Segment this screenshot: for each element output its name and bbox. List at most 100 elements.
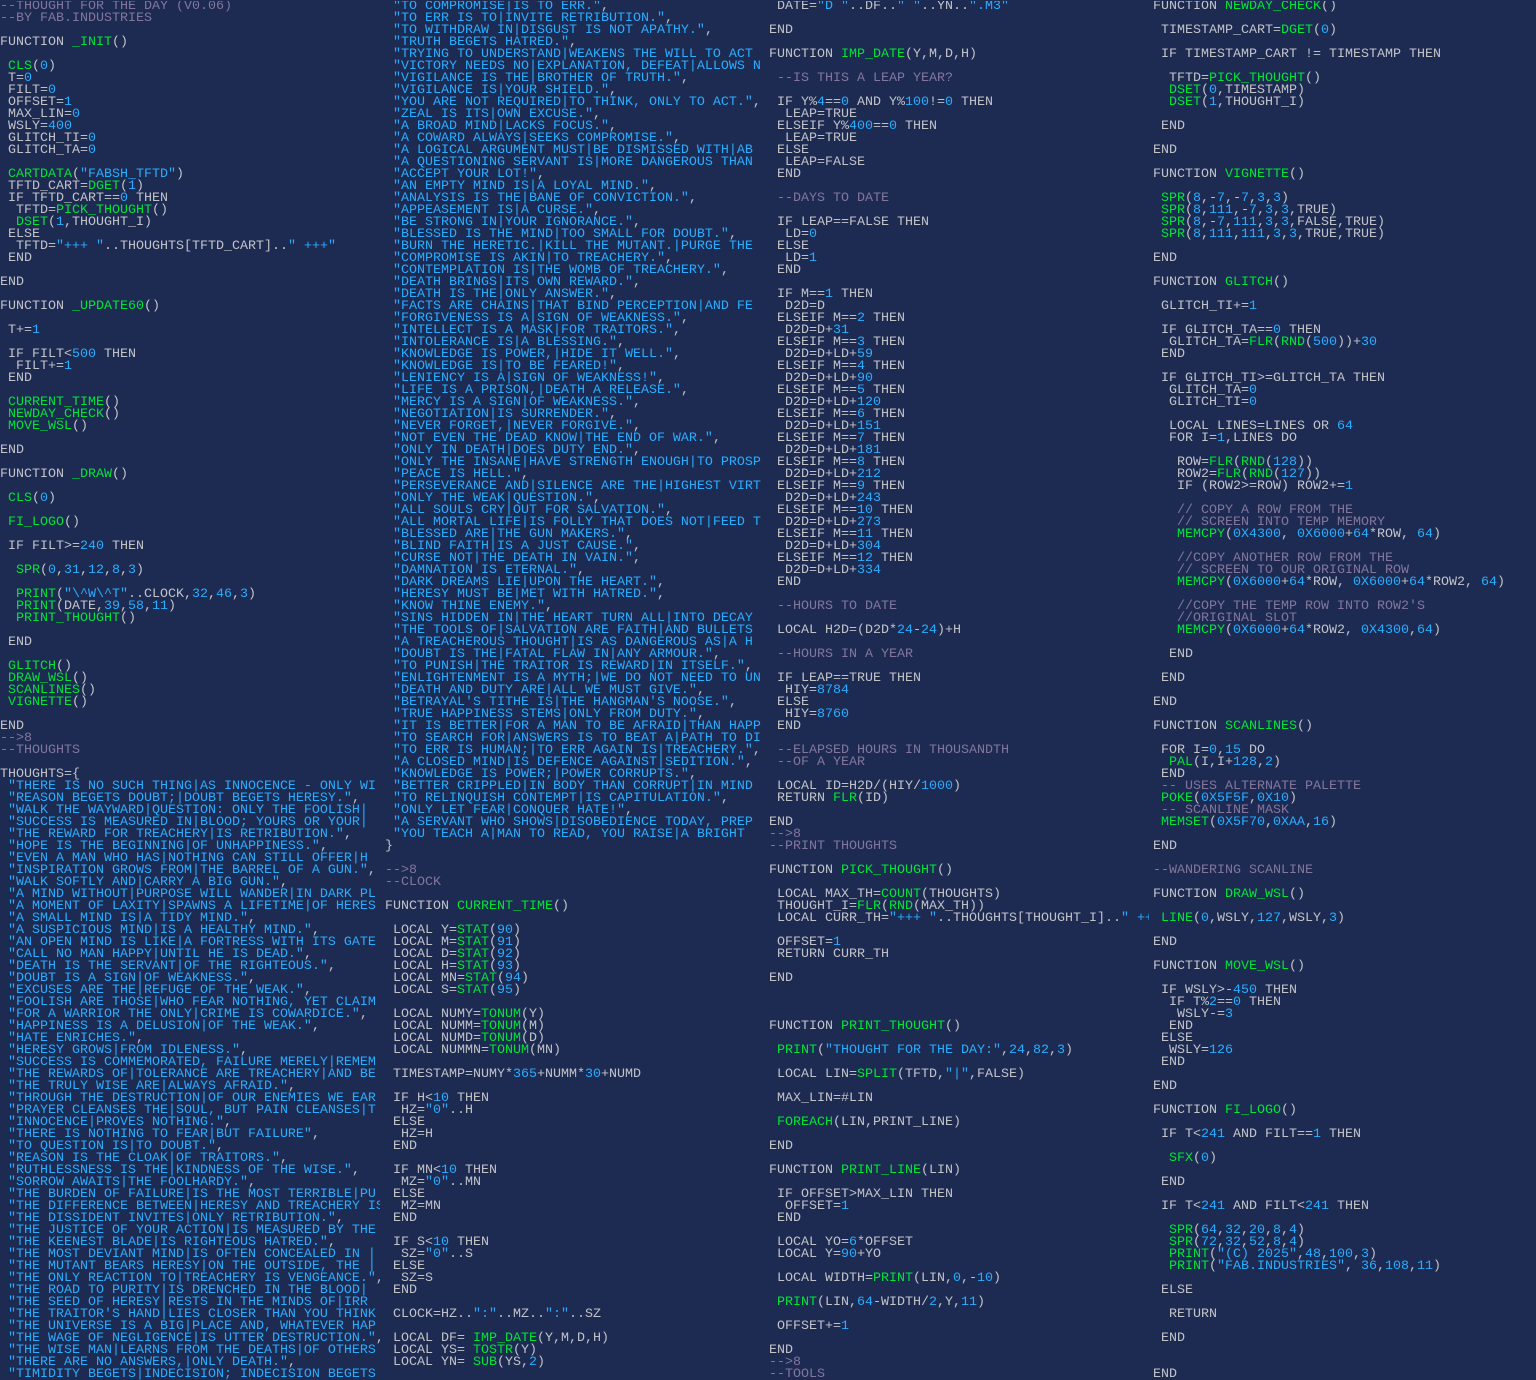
code-block: END (1153, 648, 1533, 661)
code-token: THOUGHTS (929, 887, 993, 902)
code-token: , (632, 443, 641, 458)
code-token (769, 1, 777, 14)
code-token: Y (825, 1247, 833, 1262)
code-token: "TO ERR IS TO|INVITE RETRIBUTION." (393, 11, 665, 26)
code-token: ) (537, 1355, 545, 1370)
code-line: ELSE (385, 1188, 765, 1201)
code-token: 0 (1320, 23, 1329, 38)
code-token: CURRENT_TIME (457, 899, 553, 914)
code-line: "TRYING TO UNDERSTAND|WEAKENS THE WILL T… (385, 48, 765, 61)
code-token: STAT (457, 947, 489, 962)
code-token: "BURN THE HERETIC.|KILL THE MUTANT.|PURG… (393, 239, 753, 254)
code-token: M (833, 479, 841, 494)
code-token: D2D (785, 515, 809, 530)
code-token: _INIT (72, 35, 112, 50)
code-line: ELSEIF M==10 THEN (769, 504, 1149, 517)
code-token: STAT (457, 923, 489, 938)
code-token: D2D (785, 299, 809, 314)
code-token: "ENLIGHTENMENT IS A MYTH;|WE DO NOT NEED… (393, 671, 761, 686)
code-token: D2D (785, 467, 809, 482)
code-line: LOCAL NUMY=TONUM(Y) (385, 1007, 765, 1022)
code-token: + (825, 563, 833, 578)
code-token: LOCAL (777, 623, 817, 638)
code-line: PRINT_THOUGHT() (0, 612, 380, 625)
code-token: "CURSE NOT|THE DEATH IN VAIN." (393, 551, 633, 566)
code-token: ) (1337, 911, 1345, 926)
code-token: ( (489, 947, 497, 962)
code-token: = (449, 983, 457, 998)
code-line: MZ=MN (385, 1200, 765, 1213)
code-token: "HOPE IS THE BEGINNING|OF UNHAPPINESS." (8, 839, 320, 854)
code-token: ( (1193, 755, 1201, 770)
code-token: + (1225, 755, 1233, 770)
code-token: 0X10 (1257, 791, 1289, 806)
code-line: LOCAL YN= SUB(YS,2) (385, 1355, 765, 1370)
code-token: 2 (1209, 995, 1217, 1010)
code-token: != (929, 95, 945, 110)
code-token (449, 899, 457, 914)
code-token: 9 (857, 479, 865, 494)
code-token: 3 (1281, 215, 1289, 230)
code-line: "THE UNIVERSE IS A BIG|PLACE AND, WHATEV… (0, 1320, 380, 1333)
code-token: ( (1185, 191, 1193, 206)
code-line: --BY FAB.INDUSTRIES (0, 11, 152, 26)
code-token: END (393, 1283, 417, 1298)
code-token: , (1249, 191, 1257, 206)
code-token: () (112, 35, 128, 50)
code-token: 111 (1241, 227, 1265, 242)
code-token: MAX_TH (825, 887, 873, 902)
code-token: THEN (112, 539, 144, 554)
code-line: "DAMNATION IS ETERNAL.", (385, 564, 765, 577)
code-token: TONUM (481, 1007, 521, 1022)
code-token: = (449, 935, 457, 950)
code-token: ))+ (1336, 335, 1361, 350)
code-token: ) (1297, 1223, 1305, 1238)
code-token: WSLY (8, 119, 40, 134)
code-line: MAX_LIN=#LIN (769, 1092, 1149, 1105)
code-token: 0 (953, 1271, 961, 1286)
code-line: FILT+=1 (0, 360, 380, 373)
code-token: () (151, 203, 168, 218)
code-token: , (1249, 791, 1257, 806)
code-token: ( (1233, 455, 1241, 470)
code-token: END (769, 1343, 793, 1358)
code-token: IF (1177, 479, 1193, 494)
code-token: THEN (873, 311, 905, 326)
code-token: , (311, 1127, 320, 1142)
code-token: "THERE ARE NO ANSWERS,|ONLY DEATH." (8, 1355, 288, 1370)
code-token: SPR (16, 563, 40, 578)
code-token: "ONLY THE INSANE|HAVE STRENGTH ENOUGH|TO… (393, 455, 761, 470)
code-line: END (0, 276, 380, 289)
code-token: /( (873, 779, 889, 794)
code-line: "TRUE HAPPINESS STEMS|ONLY FROM DUTY.", (385, 708, 765, 721)
code-line: ELSEIF M==12 THEN (769, 552, 1149, 565)
code-token: , (1408, 1259, 1417, 1274)
code-token: ( (1185, 215, 1193, 230)
code-line: VIGNETTE() (0, 696, 380, 709)
code-token: OFFSET (777, 935, 825, 950)
code-token: ( (905, 47, 913, 62)
code-token: ( (56, 587, 64, 602)
code-token: = (809, 443, 817, 458)
code-token: ( (497, 971, 505, 986)
code-token: 0X4300 (1233, 527, 1281, 542)
code-token: "DEATH BRINGS|ITS OWN REWARD." (393, 275, 633, 290)
code-token: ) (1432, 1259, 1441, 1274)
code-token: == (809, 287, 825, 302)
code-block: CURRENT_TIME() NEWDAY_CHECK() MOVE_WSL() (0, 396, 380, 433)
code-line: SPR(8,-7,-7,3,3) (1153, 191, 1533, 206)
code-token: , (1209, 755, 1217, 770)
code-token: / (921, 1295, 929, 1310)
code-line: "BLIND FAITH|IS A JUST CAUSE.", (385, 540, 765, 553)
code-token: = (457, 1343, 473, 1358)
code-line: "TO ERR IS HUMAN;|TO ERR AGAIN IS|TREACH… (385, 744, 765, 757)
code-token: 4 (857, 359, 865, 374)
code-token: >- (1217, 983, 1233, 998)
code-token: , (568, 35, 577, 50)
code-token: ELSEIF (777, 527, 825, 542)
code-block: --IS THIS A LEAP YEAR? (769, 72, 1149, 85)
code-token: FUNCTION (1153, 959, 1217, 974)
code-token: YS (505, 1355, 521, 1370)
code-token: ) (1017, 1067, 1025, 1082)
code-token: , (1465, 575, 1481, 590)
